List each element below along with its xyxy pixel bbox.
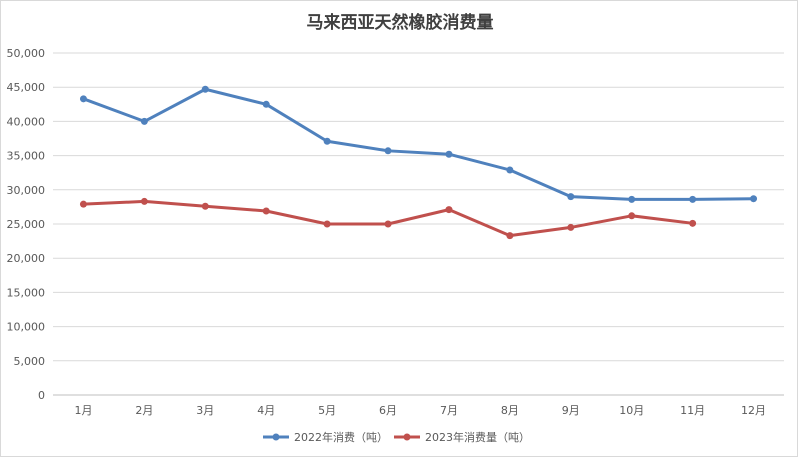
series-layer bbox=[79, 85, 758, 240]
series-2 bbox=[79, 197, 697, 240]
grid-lines bbox=[53, 52, 784, 396]
x-tick-label: 12月 bbox=[741, 404, 766, 417]
data-point bbox=[262, 100, 270, 108]
x-tick-label: 2月 bbox=[135, 404, 153, 417]
data-point bbox=[506, 232, 514, 240]
data-point bbox=[445, 150, 453, 158]
x-tick-label: 5月 bbox=[318, 404, 336, 417]
data-point bbox=[750, 195, 758, 203]
legend-label: 2023年消费量（吨） bbox=[425, 430, 530, 444]
x-tick-label: 8月 bbox=[501, 404, 519, 417]
x-tick-label: 9月 bbox=[562, 404, 580, 417]
legend-item[interactable]: 2023年消费量（吨） bbox=[394, 430, 530, 444]
data-point bbox=[689, 219, 697, 227]
y-tick-label: 0 bbox=[38, 389, 45, 402]
data-point bbox=[506, 166, 514, 174]
y-tick-label: 10,000 bbox=[7, 321, 46, 334]
y-tick-label: 5,000 bbox=[14, 355, 46, 368]
x-tick-label: 11月 bbox=[680, 404, 705, 417]
series-line bbox=[81, 199, 695, 238]
x-tick-label: 7月 bbox=[440, 404, 458, 417]
data-point bbox=[323, 220, 331, 228]
y-axis-ticks: 0 5,000 10,000 15,000 20,000 25,000 30,000 35,0… bbox=[7, 47, 46, 402]
data-point bbox=[262, 207, 270, 215]
y-tick-label: 25,000 bbox=[7, 218, 46, 231]
data-point bbox=[384, 220, 392, 228]
data-point bbox=[140, 197, 148, 205]
data-point bbox=[628, 195, 636, 203]
y-tick-label: 50,000 bbox=[7, 47, 46, 60]
y-tick-label: 40,000 bbox=[7, 115, 46, 128]
data-point bbox=[79, 200, 87, 208]
x-tick-label: 1月 bbox=[74, 404, 92, 417]
data-point bbox=[445, 206, 453, 214]
y-tick-label: 30,000 bbox=[7, 184, 46, 197]
data-point bbox=[79, 95, 87, 103]
y-tick-label: 45,000 bbox=[7, 81, 46, 94]
y-tick-label: 35,000 bbox=[7, 150, 46, 163]
data-point bbox=[567, 193, 575, 201]
data-point bbox=[201, 85, 209, 93]
legend-item[interactable]: 2022年消费（吨） bbox=[263, 430, 388, 444]
x-tick-label: 10月 bbox=[619, 404, 644, 417]
x-axis-ticks: 1月 2月 3月 4月 5月 6月 7月 8月 9月 10月 11月 12月 bbox=[74, 404, 766, 417]
x-tick-label: 4月 bbox=[257, 404, 275, 417]
data-point bbox=[140, 117, 148, 125]
data-point bbox=[384, 147, 392, 155]
data-point bbox=[323, 137, 331, 145]
y-tick-label: 20,000 bbox=[7, 252, 46, 265]
series-line bbox=[81, 87, 756, 201]
y-tick-label: 15,000 bbox=[7, 286, 46, 299]
x-tick-label: 6月 bbox=[379, 404, 397, 417]
legend[interactable]: 2022年消费（吨） 2023年消费量（吨） bbox=[263, 430, 530, 444]
chart-title: 马来西亚天然橡胶消费量 bbox=[307, 12, 494, 33]
data-point bbox=[689, 195, 697, 203]
data-point bbox=[567, 223, 575, 231]
series-1 bbox=[79, 85, 758, 203]
legend-swatch-marker bbox=[272, 433, 280, 441]
data-point bbox=[201, 202, 209, 210]
data-point bbox=[628, 212, 636, 220]
legend-swatch-marker bbox=[403, 433, 411, 441]
legend-label: 2022年消费（吨） bbox=[294, 430, 388, 444]
x-tick-label: 3月 bbox=[196, 404, 214, 417]
